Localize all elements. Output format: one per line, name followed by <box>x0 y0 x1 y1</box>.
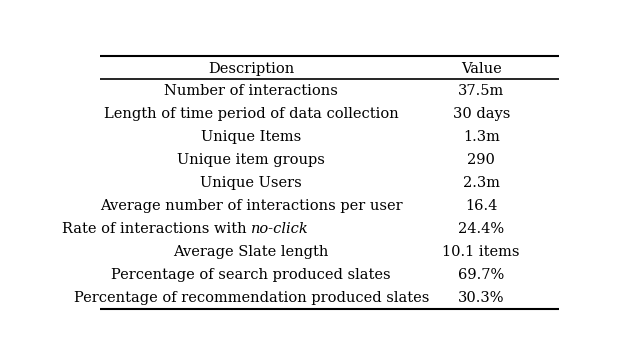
Text: 69.7%: 69.7% <box>458 268 504 282</box>
Text: 16.4: 16.4 <box>465 199 498 213</box>
Text: Unique Items: Unique Items <box>201 130 301 144</box>
Text: Unique Users: Unique Users <box>200 176 302 190</box>
Text: 290: 290 <box>467 153 495 167</box>
Text: Number of interactions: Number of interactions <box>165 84 338 98</box>
Text: Description: Description <box>208 62 294 76</box>
Text: 30.3%: 30.3% <box>458 291 505 305</box>
Text: 1.3m: 1.3m <box>463 130 500 144</box>
Text: Unique item groups: Unique item groups <box>177 153 325 167</box>
Text: 2.3m: 2.3m <box>463 176 500 190</box>
Text: Average Slate length: Average Slate length <box>174 245 329 259</box>
Text: Length of time period of data collection: Length of time period of data collection <box>104 107 399 121</box>
Text: Rate of interactions with: Rate of interactions with <box>62 222 251 236</box>
Text: Percentage of recommendation produced slates: Percentage of recommendation produced sl… <box>73 291 429 305</box>
Text: Percentage of search produced slates: Percentage of search produced slates <box>112 268 391 282</box>
Text: no-click: no-click <box>251 222 309 236</box>
Text: Average number of interactions per user: Average number of interactions per user <box>100 199 403 213</box>
Text: Value: Value <box>461 62 501 76</box>
Text: 10.1 items: 10.1 items <box>442 245 520 259</box>
Text: 24.4%: 24.4% <box>458 222 504 236</box>
Text: 30 days: 30 days <box>452 107 510 121</box>
Text: 37.5m: 37.5m <box>458 84 504 98</box>
